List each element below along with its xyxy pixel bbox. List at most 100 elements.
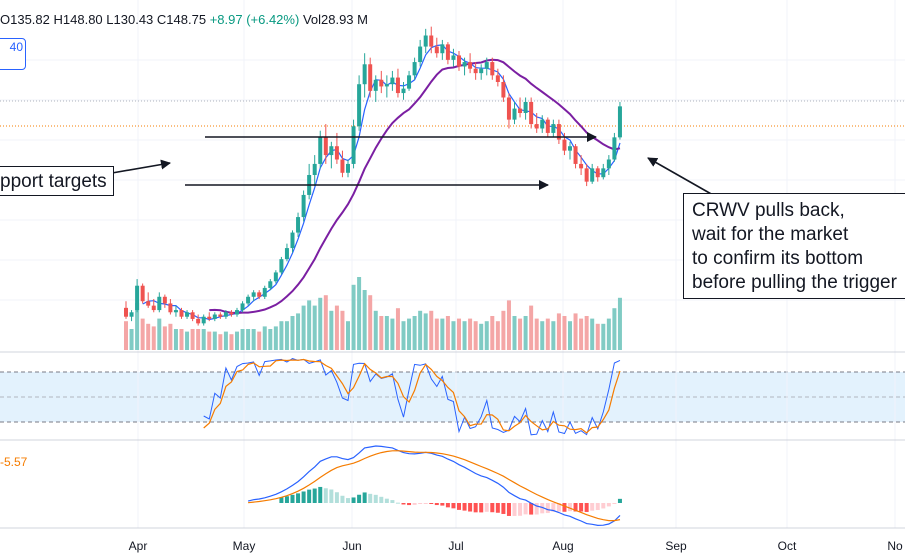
macd-histogram-bar (290, 494, 295, 503)
candle-body (190, 312, 195, 319)
candle-body (290, 232, 295, 249)
callout-line-1: CRWV pulls back, (692, 200, 845, 221)
candle-body (529, 101, 534, 125)
signal-line (248, 450, 621, 522)
macd-histogram-bar (512, 503, 517, 516)
volume-bar (240, 329, 245, 350)
volume-bar (279, 321, 284, 350)
volume-bar (434, 318, 439, 350)
candle-body (423, 35, 428, 47)
macd-histogram-bar (368, 493, 373, 503)
macd-histogram-bar (490, 503, 495, 513)
candle-body (235, 310, 239, 315)
candle-body (373, 79, 378, 91)
price-scale-badge[interactable]: 40 (0, 38, 26, 70)
candle-body (168, 303, 173, 313)
macd-histogram-bar (373, 494, 378, 503)
volume-bar (362, 290, 367, 350)
month-label: Jun (342, 539, 361, 553)
macd-histogram-bar (284, 496, 289, 503)
annotation-arrows (111, 132, 714, 196)
candle-body (401, 88, 406, 94)
macd-histogram-bar (606, 503, 611, 507)
macd-histogram-bar (551, 503, 556, 512)
macd-histogram-bar (346, 498, 350, 503)
candle-body (207, 316, 212, 319)
candle-body (151, 305, 156, 311)
volume-bar (595, 323, 600, 350)
month-label: May (233, 539, 256, 553)
macd-histogram-bar (601, 503, 606, 509)
open-value: O135.82 (0, 12, 50, 27)
candle-body (551, 124, 556, 133)
macd-histogram-bar (318, 486, 323, 503)
pullback-callout: CRWV pulls back, wait for the market to … (683, 193, 905, 299)
macd-histogram-bar (440, 503, 445, 506)
candle-body (273, 272, 278, 282)
volume-bar (506, 300, 511, 350)
volume-bar (146, 323, 151, 350)
candle-body (429, 35, 434, 47)
macd-histogram-bar (434, 503, 439, 506)
macd-histogram-bar (445, 503, 450, 508)
macd-histogram-bar (384, 498, 389, 503)
volume-bar (340, 310, 345, 350)
candle-body (468, 62, 473, 69)
candle-body (501, 82, 506, 98)
candle-body (573, 146, 578, 164)
volume-bar (357, 277, 362, 350)
candle-body (323, 137, 328, 156)
macd-histogram-bar (501, 503, 506, 514)
candle-body (351, 126, 356, 164)
candlestick-series (124, 26, 622, 326)
candle-body (340, 159, 345, 173)
volume-bar (407, 318, 412, 350)
macd-histogram-bar (312, 488, 317, 503)
candle-body (479, 68, 484, 74)
macd-histogram-bar (617, 498, 622, 503)
macd-histogram-bar (462, 503, 467, 511)
macd-histogram-bar (612, 503, 617, 504)
candle-body (312, 163, 317, 175)
volume-bar (312, 305, 317, 350)
macd-histogram-bar (401, 503, 406, 505)
volume-bar (568, 321, 572, 350)
volume-bar (135, 303, 140, 350)
macd-histogram-bar (340, 495, 345, 503)
macd-value-label: -5.57 (0, 455, 28, 469)
candle-body (329, 146, 334, 156)
volume-bar (573, 313, 578, 350)
month-label: Apr (129, 539, 148, 553)
volume-bar (190, 329, 195, 350)
candle-body (595, 168, 600, 178)
volume-bar (268, 329, 273, 350)
volume-bar (462, 321, 467, 350)
volume-bar (384, 316, 389, 350)
candle-body (135, 285, 140, 311)
month-label: Jul (448, 539, 463, 553)
volume-bar (451, 321, 456, 350)
volume-bar (534, 318, 539, 350)
macd-histogram-bar (495, 503, 500, 513)
candle-body (568, 146, 572, 151)
candle-body (212, 314, 217, 319)
candle-body (218, 314, 223, 317)
candle-body (462, 62, 467, 67)
volume-bar (140, 318, 145, 350)
candle-body (606, 159, 611, 169)
volume-bar (235, 331, 239, 350)
macd-histogram-bar (473, 503, 478, 513)
macd-histogram-bar (562, 503, 567, 512)
candle-body (445, 44, 450, 60)
volume-bar (201, 329, 206, 350)
candle-body (434, 46, 439, 54)
stochastic-oscillator (203, 358, 621, 436)
candle-body (196, 318, 201, 324)
macd-histogram-bar (296, 493, 301, 503)
candle-body (368, 64, 373, 91)
volume-bar (351, 284, 356, 350)
low-value: L130.43 (106, 12, 154, 27)
macd-histogram-bar (329, 489, 334, 503)
candle-body (562, 139, 567, 151)
